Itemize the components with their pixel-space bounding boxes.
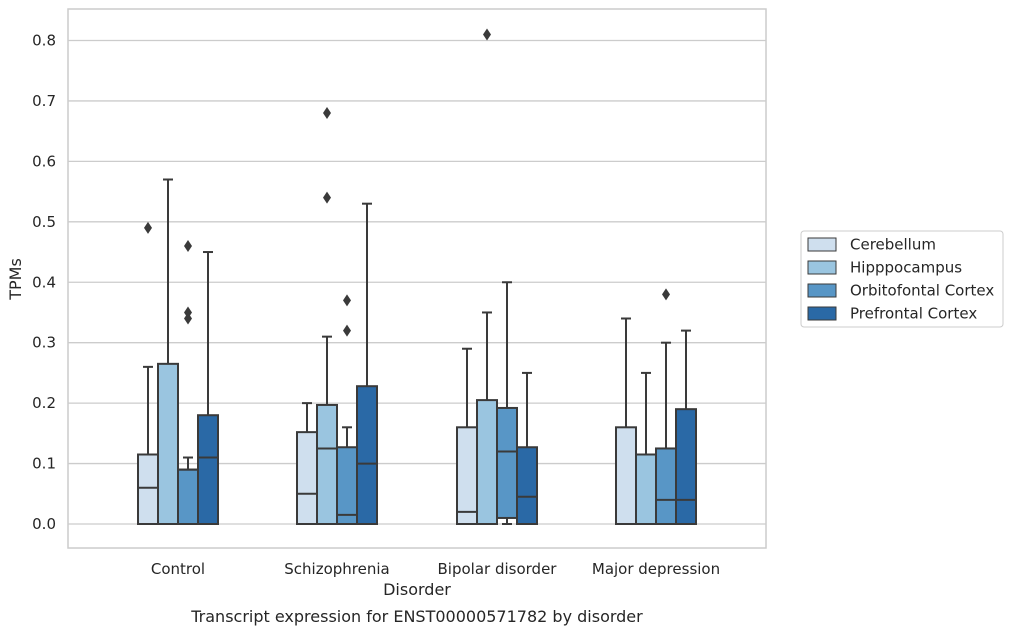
x-tick-label: Bipolar disorder	[438, 560, 558, 578]
y-tick-label: 0.6	[32, 152, 56, 170]
outlier-point	[343, 294, 351, 307]
box-group	[336, 294, 358, 526]
box	[137, 453, 159, 526]
box	[197, 414, 219, 525]
outlier-point	[483, 28, 491, 41]
box	[615, 426, 637, 525]
legend-swatch	[807, 260, 837, 275]
box-group	[316, 107, 338, 525]
box-group	[615, 317, 637, 525]
box-plot-marks	[137, 28, 697, 526]
outlier-point	[184, 239, 192, 252]
y-axis-label: TPMs	[6, 258, 25, 301]
box-group	[356, 202, 378, 526]
outlier-point	[323, 107, 331, 120]
box	[296, 431, 318, 526]
y-tick-label: 0.8	[32, 32, 56, 50]
x-axis-ticks: Control Schizophrenia Bipolar disorder Majo…	[151, 560, 720, 578]
y-tick-label: 0.3	[32, 334, 56, 352]
legend-label: Hipppocampus	[850, 259, 962, 277]
box-group	[516, 371, 538, 526]
box	[655, 447, 677, 525]
chart-caption: Transcript expression for ENST0000057178…	[190, 607, 643, 626]
box-group	[197, 251, 219, 525]
box-group	[635, 371, 657, 526]
box	[476, 399, 498, 525]
y-tick-label: 0.2	[32, 394, 56, 412]
y-tick-label: 0.5	[32, 213, 56, 231]
box-group	[177, 239, 199, 526]
box	[516, 446, 538, 526]
box	[157, 362, 179, 526]
box-group	[675, 329, 697, 526]
box-group	[137, 221, 159, 526]
box-group	[496, 281, 518, 525]
legend-label: Orbitofontal Cortex	[850, 282, 994, 300]
grid-lines	[68, 39, 766, 525]
outlier-point	[184, 312, 192, 325]
box-group	[296, 402, 318, 526]
box-group	[157, 178, 179, 526]
outlier-point	[662, 288, 670, 301]
box	[635, 453, 657, 526]
box	[496, 406, 518, 519]
box	[675, 408, 697, 526]
legend-frame	[800, 230, 1004, 328]
y-tick-label: 0.7	[32, 92, 56, 110]
y-tick-label: 0.1	[32, 455, 56, 473]
box	[456, 426, 478, 525]
y-tick-label: 0.0	[32, 515, 56, 533]
box-group	[655, 288, 677, 525]
x-axis-label: Disorder	[383, 580, 451, 599]
legend-label: Prefrontal Cortex	[850, 305, 977, 323]
legend-swatch	[807, 283, 837, 298]
legend: Cerebellum Hipppocampus Orbitofontal Corte…	[800, 230, 1004, 328]
y-tick-label: 0.4	[32, 273, 56, 291]
legend-swatch	[807, 237, 837, 252]
box-group	[476, 28, 498, 525]
outlier-point	[144, 221, 152, 234]
outlier-point	[184, 306, 192, 319]
box	[316, 403, 338, 525]
x-tick-label: Control	[151, 560, 205, 578]
legend-label: Cerebellum	[850, 236, 936, 254]
x-tick-label: Major depression	[592, 560, 720, 578]
plot-area-frame	[67, 8, 767, 549]
box	[177, 468, 199, 526]
box	[356, 385, 378, 526]
outlier-point	[323, 191, 331, 204]
x-tick-label: Schizophrenia	[284, 560, 389, 578]
box-group	[456, 347, 478, 525]
legend-swatch	[807, 306, 837, 321]
box	[336, 446, 358, 526]
outlier-point	[343, 324, 351, 337]
y-axis-ticks: 0.0 0.1 0.2 0.3 0.4 0.5 0.6 0.7 0.8	[32, 32, 56, 534]
